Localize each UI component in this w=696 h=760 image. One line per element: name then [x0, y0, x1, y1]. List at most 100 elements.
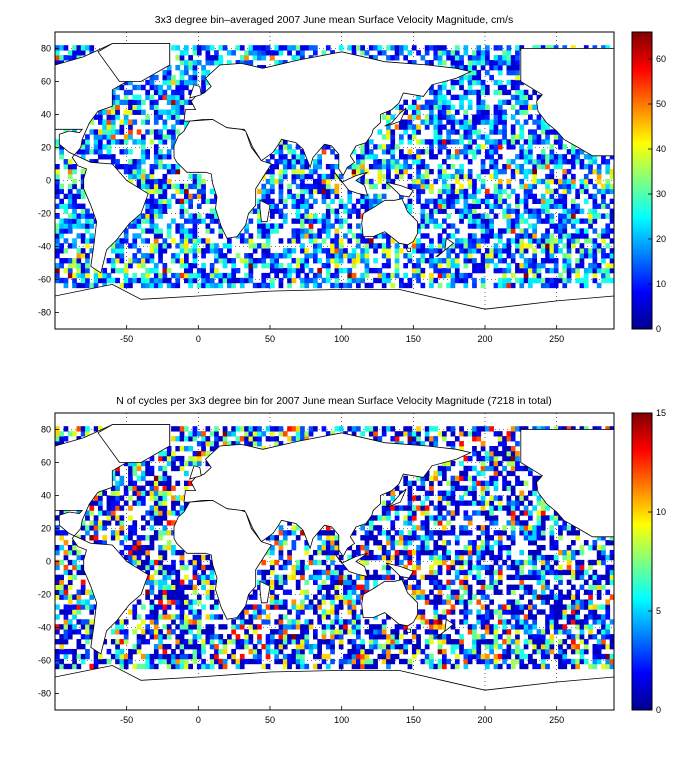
bin-cell	[446, 248, 451, 254]
bin-cell	[390, 154, 396, 160]
bin-cell	[510, 159, 516, 165]
bin-cell	[424, 139, 430, 145]
bin-cell	[162, 545, 168, 551]
bin-cell	[132, 540, 138, 546]
bin-cell	[300, 228, 305, 234]
bin-cell	[218, 60, 224, 66]
bin-cell	[166, 228, 172, 234]
bin-cell	[523, 258, 529, 264]
bin-cell	[424, 50, 430, 56]
bin-cell	[325, 218, 331, 224]
bin-cell	[321, 540, 327, 546]
bin-cell	[76, 619, 82, 625]
bin-cell	[485, 114, 490, 120]
bin-cell	[334, 253, 340, 259]
bin-cell	[80, 634, 86, 640]
bin-cell	[497, 540, 503, 546]
bin-cell	[528, 267, 533, 274]
bin-cell	[325, 525, 331, 531]
bin-cell	[158, 505, 163, 511]
bin-cell	[497, 198, 503, 204]
bin-cell	[85, 258, 90, 264]
bin-cell	[411, 525, 417, 531]
bin-cell	[562, 253, 568, 259]
bin-cell	[528, 658, 533, 665]
bin-cell	[549, 634, 555, 640]
bin-cell	[489, 624, 494, 630]
bin-cell	[386, 253, 391, 259]
bin-cell	[85, 619, 90, 625]
bin-cell	[287, 554, 292, 561]
bin-cell	[209, 208, 215, 214]
x-ticks-velocity: -50 0 50 100 150 200 250	[120, 325, 564, 344]
bin-cell	[571, 554, 576, 561]
bin-cell	[545, 173, 550, 180]
bin-cell	[179, 104, 185, 110]
bin-cell	[252, 614, 258, 620]
bin-cell	[244, 639, 249, 645]
bin-cell	[145, 520, 150, 526]
bin-cell	[136, 500, 142, 506]
bin-cell	[605, 634, 611, 640]
bin-cell	[265, 159, 271, 165]
bin-cell	[334, 243, 340, 249]
bin-cell	[450, 154, 456, 160]
bin-cell	[592, 248, 598, 254]
bin-cell	[459, 238, 464, 244]
bin-cell	[596, 579, 602, 585]
bin-cell	[386, 569, 391, 576]
bin-cell	[528, 515, 533, 521]
bin-cell	[545, 515, 550, 521]
bin-cell	[364, 545, 370, 551]
bin-cell	[532, 658, 537, 665]
bin-cell	[63, 248, 69, 254]
bin-cell	[519, 277, 525, 284]
bin-cell	[325, 564, 331, 571]
bin-cell	[166, 129, 172, 135]
bin-cell	[162, 554, 168, 561]
bin-cell	[575, 159, 580, 165]
bin-cell	[270, 188, 275, 195]
bin-cell	[553, 629, 559, 635]
bin-cell	[459, 584, 464, 590]
bin-cell	[463, 89, 469, 96]
bin-cell	[399, 124, 404, 130]
bin-cell	[123, 228, 129, 234]
bin-cell	[110, 530, 116, 536]
bin-cell	[196, 203, 202, 209]
bin-cell	[472, 644, 477, 650]
bin-cell	[351, 45, 357, 51]
bin-cell	[416, 94, 421, 101]
bin-cell	[145, 79, 150, 86]
bin-cell	[609, 663, 614, 670]
bin-cell	[433, 559, 439, 566]
bin-cell	[467, 84, 473, 91]
bin-cell	[493, 624, 499, 630]
bin-cell	[472, 594, 477, 600]
bin-cell	[80, 183, 86, 190]
bin-cell	[450, 94, 456, 101]
colorbar-tick-label: 60	[656, 54, 666, 64]
bin-cell	[308, 173, 314, 180]
bin-cell	[424, 520, 430, 526]
bin-cell	[386, 648, 391, 655]
bin-cell	[201, 74, 206, 81]
bin-cell	[261, 233, 267, 239]
bin-cell	[523, 198, 529, 204]
bin-cell	[287, 267, 292, 274]
bin-cell	[115, 258, 120, 264]
bin-cell	[485, 540, 490, 546]
bin-cell	[356, 644, 361, 650]
bin-cell	[368, 639, 374, 645]
bin-cell	[545, 559, 550, 566]
bin-cell	[394, 549, 400, 556]
bin-cell	[158, 159, 163, 165]
bin-cell	[274, 653, 279, 660]
bin-cell	[579, 604, 585, 610]
bin-cell	[506, 564, 512, 571]
bin-cell	[592, 574, 598, 581]
bin-cell	[433, 248, 439, 254]
bin-cell	[386, 540, 391, 546]
bin-cell	[351, 658, 357, 665]
bin-cell	[141, 559, 146, 566]
